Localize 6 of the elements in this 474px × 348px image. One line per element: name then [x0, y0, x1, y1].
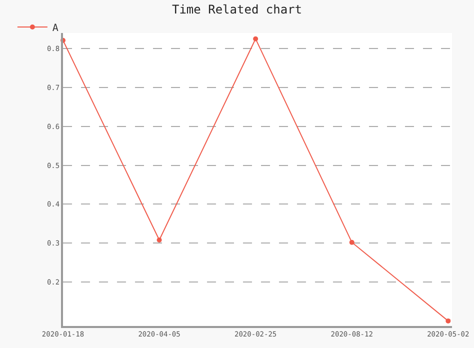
point: [349, 240, 354, 245]
point: [253, 36, 258, 42]
point: [156, 238, 162, 243]
chart-title: Time Related chart: [172, 2, 302, 17]
point: [446, 318, 451, 324]
legend-label: A: [52, 22, 58, 34]
